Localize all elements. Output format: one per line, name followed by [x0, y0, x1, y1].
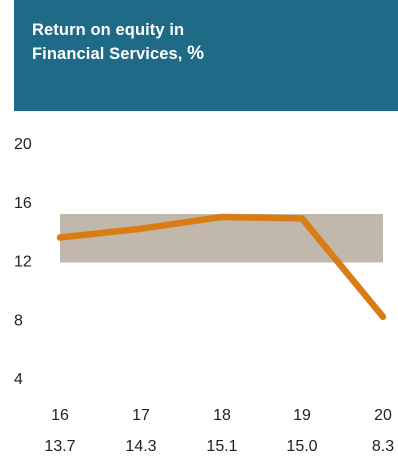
value-label: 8.3	[372, 438, 394, 455]
x-tick-label: 20	[374, 407, 392, 424]
y-tick-label: 8	[14, 312, 23, 329]
x-tick-label: 16	[51, 407, 69, 424]
value-label: 14.3	[125, 438, 156, 455]
y-tick-label: 4	[14, 371, 23, 388]
series-line	[56, 213, 387, 321]
chart-title-unit: %	[187, 43, 205, 64]
series-line-layer	[56, 213, 387, 321]
value-label: 15.1	[206, 438, 237, 455]
y-axis-ticks: 20 16 12 8 4	[14, 136, 32, 388]
x-tick-label: 17	[132, 407, 150, 424]
value-labels: 13.7 14.3 15.1 15.0 8.3	[44, 438, 394, 455]
chart-title-line-1: Return on equity in	[32, 21, 185, 39]
chart-header: Return on equity in Financial Services, …	[14, 0, 398, 111]
y-tick-label: 16	[14, 195, 32, 212]
chart-title-line-2: Financial Services, %	[32, 42, 380, 66]
x-tick-label: 18	[213, 407, 231, 424]
y-tick-label: 12	[14, 254, 32, 271]
value-label: 15.0	[286, 438, 317, 455]
value-label: 13.7	[44, 438, 75, 455]
x-tick-label: 19	[293, 407, 311, 424]
x-axis-ticks: 16 17 18 19 20	[51, 407, 392, 424]
y-tick-label: 20	[14, 136, 32, 153]
chart-title-text: Financial Services,	[32, 45, 183, 63]
